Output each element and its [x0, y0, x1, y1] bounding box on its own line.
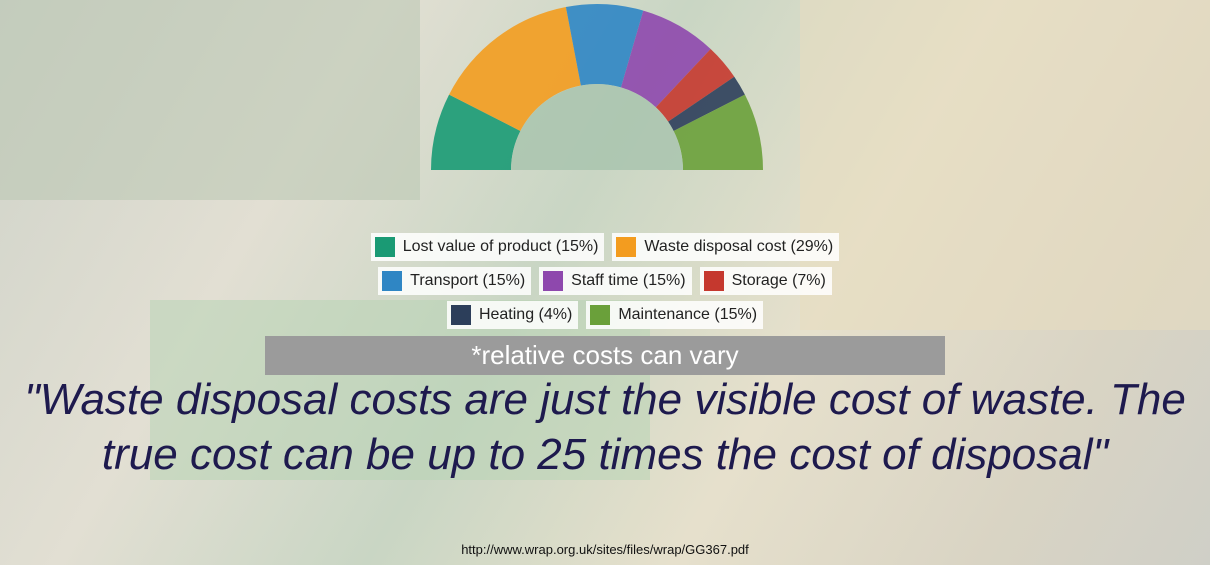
- legend-swatch: [375, 237, 395, 257]
- legend-label: Maintenance (15%): [618, 306, 757, 324]
- legend-swatch: [590, 305, 610, 325]
- legend-item: Transport (15%): [378, 267, 531, 295]
- legend-label: Storage (7%): [732, 272, 826, 290]
- legend-swatch: [451, 305, 471, 325]
- legend-item: Storage (7%): [700, 267, 832, 295]
- note: *relative costs can vary: [265, 336, 945, 375]
- legend-label: Heating (4%): [479, 306, 572, 324]
- legend-row: Transport (15%) Staff time (15%) Storage (…: [0, 267, 1210, 295]
- legend-item: Heating (4%): [447, 301, 578, 329]
- legend-row: Lost value of product (15%) Waste disposa…: [0, 233, 1210, 261]
- legend-item: Lost value of product (15%): [371, 233, 605, 261]
- legend-swatch: [543, 271, 563, 291]
- legend-swatch: [704, 271, 724, 291]
- legend-item: Maintenance (15%): [586, 301, 763, 329]
- legend-item: Staff time (15%): [539, 267, 691, 295]
- legend-label: Transport (15%): [410, 272, 525, 290]
- legend-label: Waste disposal cost (29%): [644, 238, 833, 256]
- legend: Lost value of product (15%) Waste disposa…: [0, 233, 1210, 335]
- chart: [0, 0, 1210, 230]
- legend-swatch: [382, 271, 402, 291]
- legend-swatch: [616, 237, 636, 257]
- legend-label: Lost value of product (15%): [403, 238, 599, 256]
- legend-row: Heating (4%) Maintenance (15%): [0, 301, 1210, 329]
- source-link: http://www.wrap.org.uk/sites/files/wrap/…: [0, 542, 1210, 557]
- screen: Lost value of product (15%) Waste disposa…: [0, 0, 1210, 565]
- quote: "Waste disposal costs are just the visib…: [0, 372, 1210, 482]
- legend-label: Staff time (15%): [571, 272, 685, 290]
- legend-item: Waste disposal cost (29%): [612, 233, 839, 261]
